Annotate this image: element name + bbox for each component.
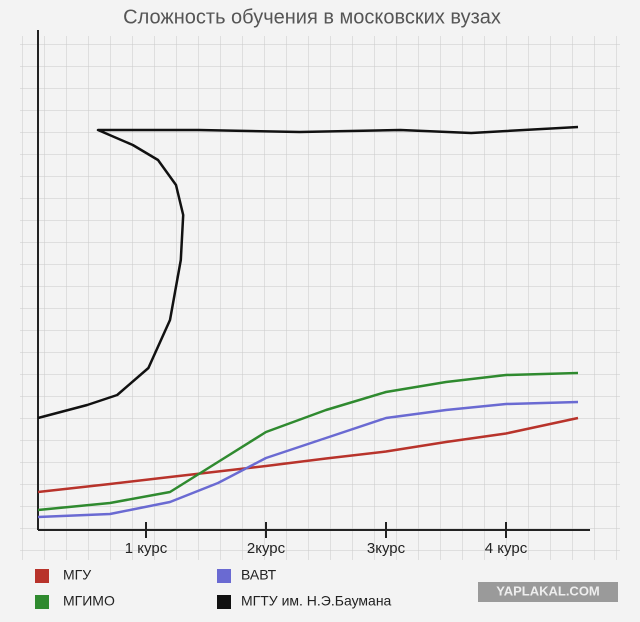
x-tick-label: 3курс (367, 540, 406, 557)
legend-swatch (35, 569, 49, 583)
legend-swatch (217, 569, 231, 583)
legend-label: МГУ (63, 567, 91, 583)
legend-swatch (35, 595, 49, 609)
legend-label: МГИМО (63, 593, 115, 609)
x-tick-label: 1 курс (125, 540, 168, 557)
series-line (37, 125, 579, 420)
watermark-box (478, 582, 618, 602)
x-tick-label: 2курс (247, 540, 286, 557)
series-line (37, 400, 579, 519)
chart-title: Сложность обучения в московских вузах (123, 6, 501, 28)
legend-label: МГТУ им. Н.Э.Баумана (241, 593, 392, 609)
legend-swatch (217, 595, 231, 609)
series-line (37, 371, 579, 512)
graph-paper (20, 36, 620, 560)
series-line (37, 416, 579, 494)
x-tick-label: 4 курс (485, 540, 528, 557)
watermark: YAPLAKAL.COM (496, 583, 600, 598)
legend-label: ВАВТ (241, 567, 277, 583)
